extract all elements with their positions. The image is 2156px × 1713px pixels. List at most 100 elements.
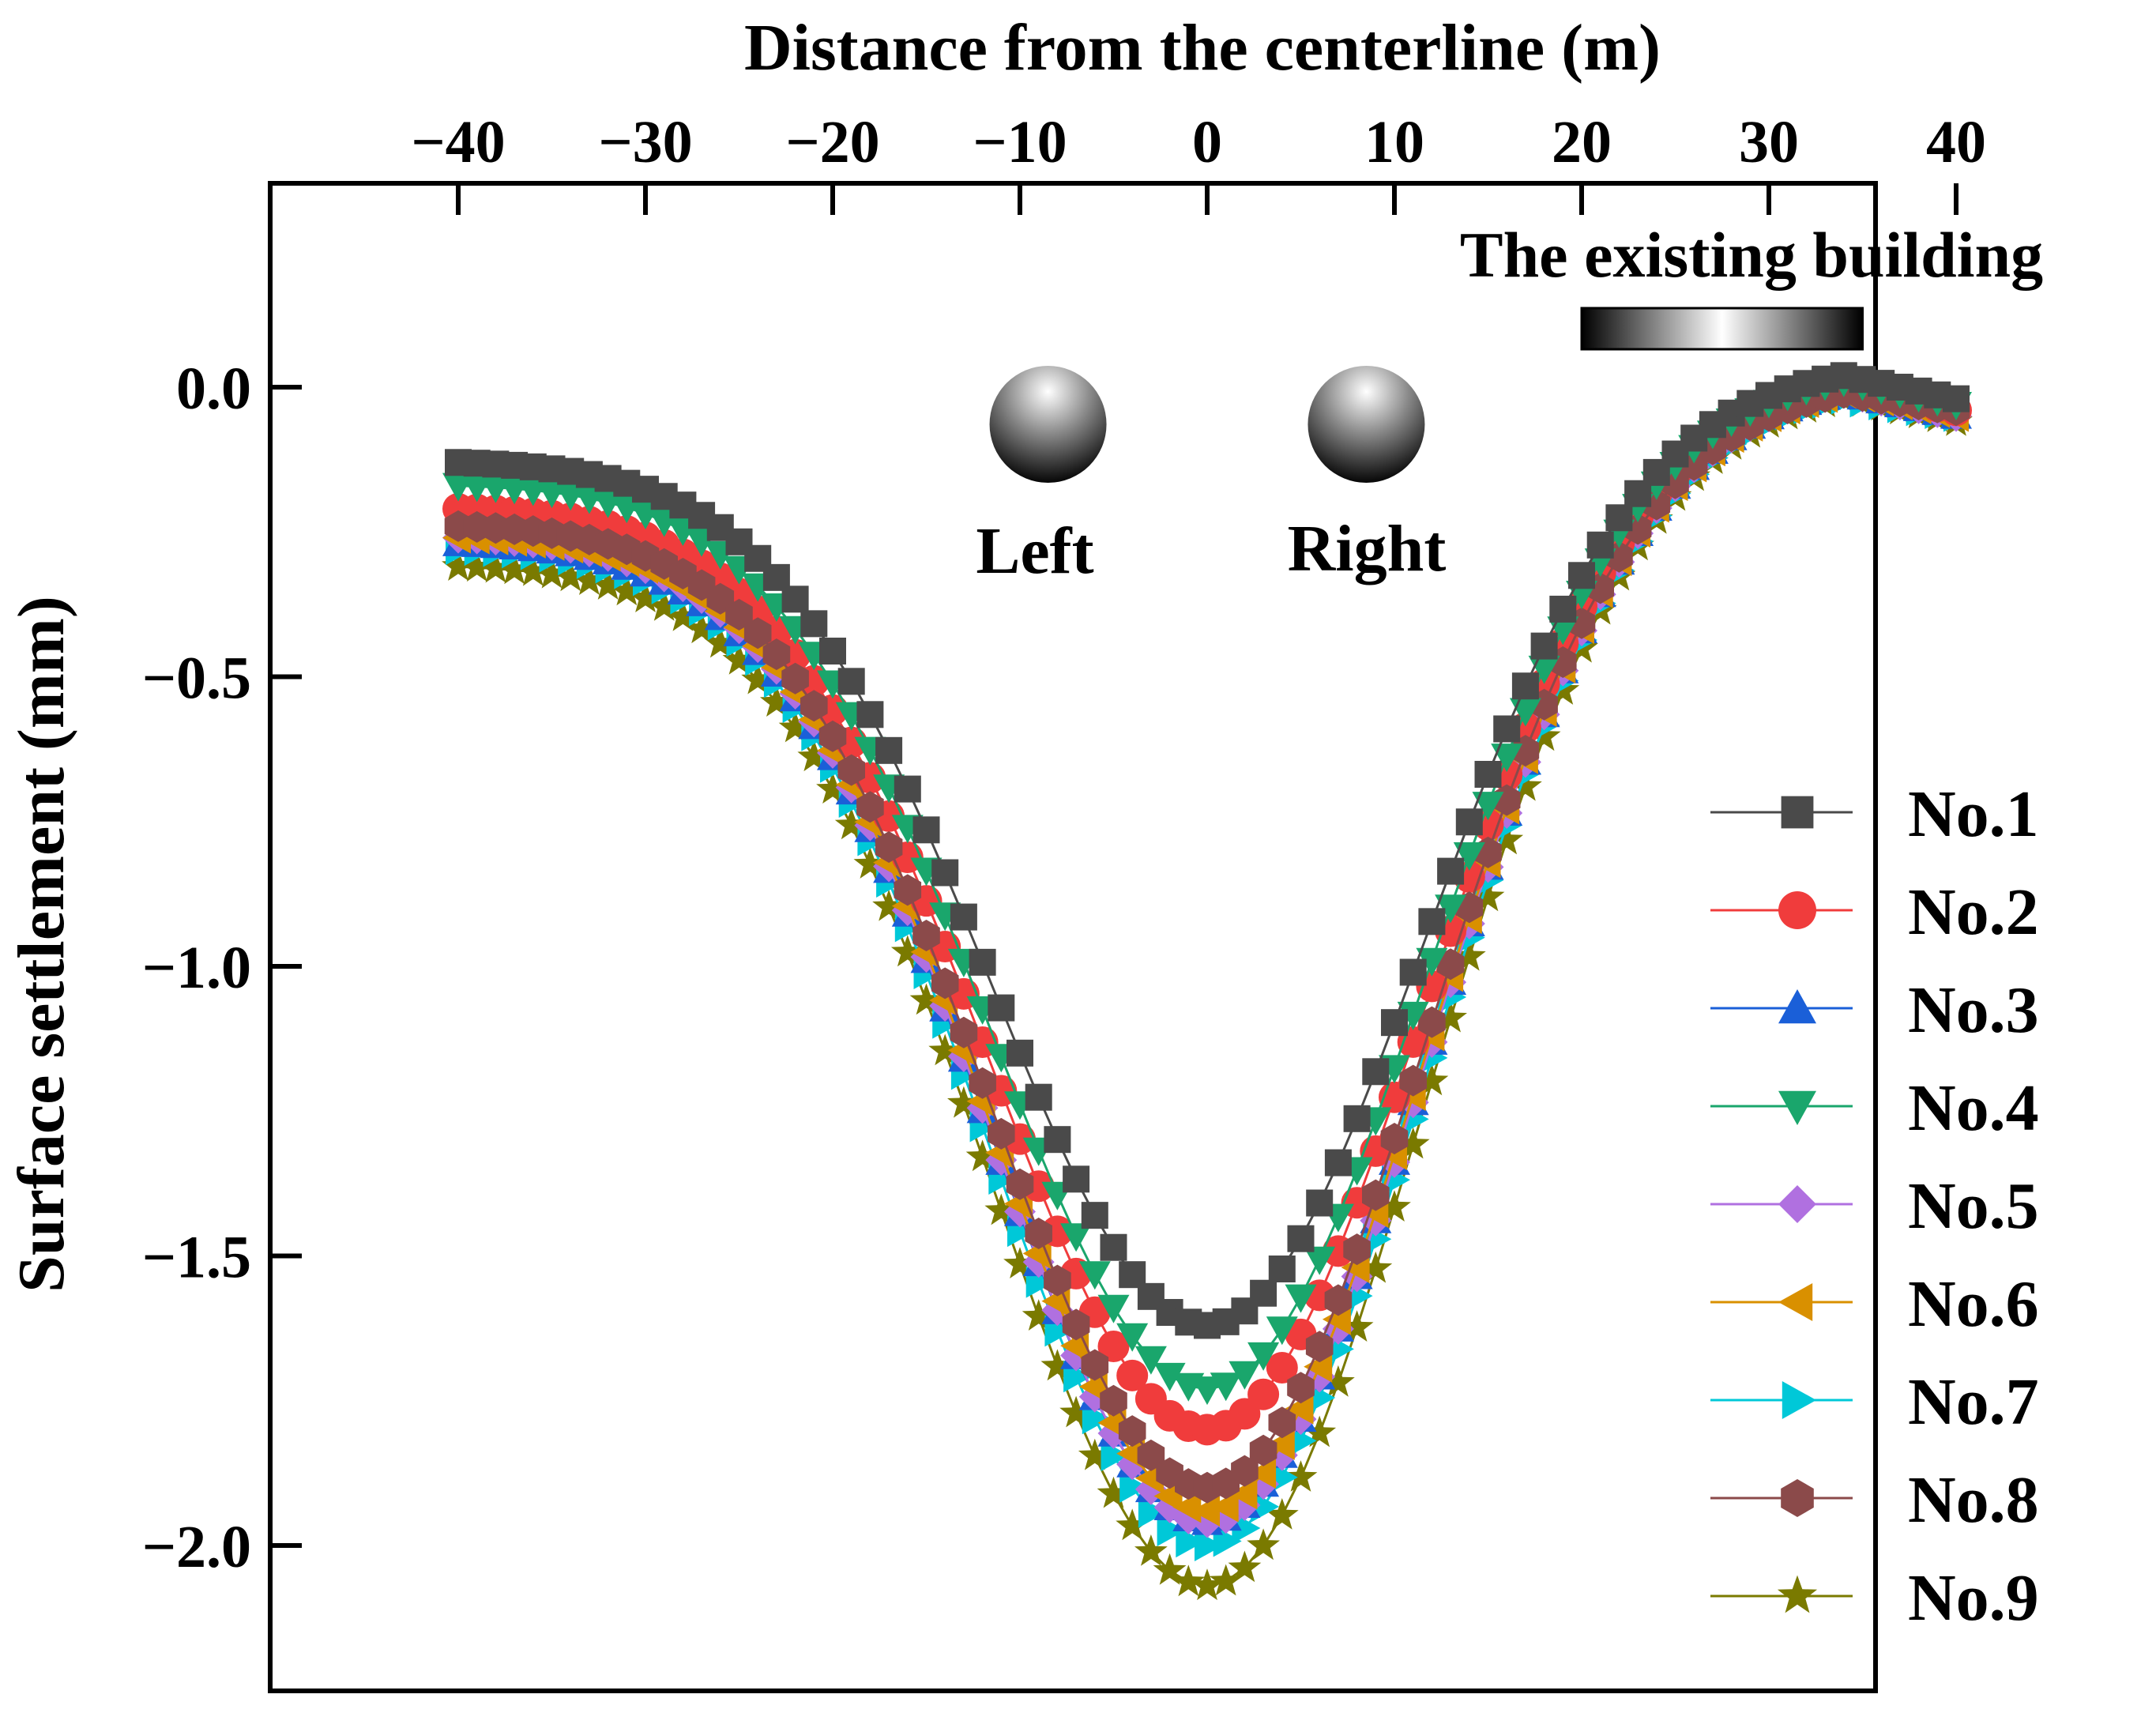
data-point bbox=[762, 638, 791, 671]
data-point bbox=[1134, 1346, 1167, 1375]
data-point bbox=[1530, 632, 1558, 660]
legend-marker bbox=[1778, 1283, 1813, 1321]
data-point bbox=[1509, 769, 1542, 801]
data-point bbox=[1247, 1378, 1280, 1410]
x-tick-label: −30 bbox=[598, 109, 692, 175]
data-point bbox=[1078, 1261, 1111, 1290]
data-point bbox=[816, 772, 849, 804]
legend: No.1 No.2 No.3 No.4 No.5 No.6 No.7 No.8 No.9 bbox=[1710, 777, 2039, 1635]
data-point bbox=[1025, 1218, 1052, 1249]
data-point bbox=[1568, 562, 1595, 589]
data-point bbox=[1134, 1534, 1168, 1566]
data-point bbox=[1044, 1264, 1071, 1297]
data-point bbox=[1436, 948, 1465, 981]
data-point bbox=[1493, 715, 1521, 743]
tunnel-right-label: Right bbox=[1288, 512, 1447, 585]
data-point bbox=[781, 662, 809, 695]
data-point bbox=[894, 775, 921, 803]
data-point bbox=[800, 610, 828, 638]
data-point bbox=[1044, 1126, 1071, 1154]
data-point bbox=[1195, 1530, 1223, 1561]
data-point bbox=[1586, 531, 1614, 559]
data-point bbox=[1285, 1392, 1314, 1425]
data-point bbox=[1022, 1299, 1055, 1331]
data-point bbox=[703, 626, 737, 658]
data-point bbox=[1340, 1310, 1374, 1342]
data-point bbox=[1288, 1425, 1317, 1457]
data-point bbox=[1060, 1223, 1093, 1252]
data-point bbox=[1059, 1395, 1093, 1428]
data-point bbox=[554, 559, 588, 592]
data-point bbox=[1362, 1179, 1390, 1211]
data-point bbox=[797, 740, 831, 772]
data-point bbox=[819, 637, 846, 664]
data-point bbox=[1176, 1526, 1205, 1558]
data-point bbox=[1172, 1491, 1202, 1523]
tunnel-left-circle bbox=[989, 366, 1107, 483]
y-tick-label: −1.5 bbox=[142, 1225, 251, 1291]
data-point bbox=[1138, 1496, 1167, 1528]
data-point bbox=[1397, 1001, 1429, 1030]
data-point bbox=[1418, 908, 1446, 936]
data-point bbox=[1101, 1440, 1130, 1472]
y-axis-title: Surface settlement (mm) bbox=[5, 596, 78, 1293]
data-point bbox=[1343, 1233, 1371, 1266]
data-point bbox=[1210, 1490, 1239, 1523]
axis-ticks: −40 −30 −20 −10 0 10 20 30 40 0.0 −0.5 −1.0 −1.5 −2.0 bbox=[142, 109, 1986, 1580]
data-point bbox=[1097, 1476, 1131, 1508]
data-point bbox=[1284, 1460, 1318, 1492]
data-point bbox=[1378, 1190, 1411, 1222]
legend-item: No.6 bbox=[1710, 1267, 2039, 1341]
data-point bbox=[1343, 1105, 1371, 1132]
data-point bbox=[894, 874, 922, 906]
data-point bbox=[1157, 1515, 1186, 1547]
data-point bbox=[1455, 808, 1483, 836]
data-point bbox=[1266, 1316, 1298, 1346]
y-tick-label: 0.0 bbox=[176, 356, 251, 422]
data-point bbox=[1247, 1457, 1277, 1489]
data-point bbox=[479, 551, 513, 583]
data-point bbox=[947, 1086, 980, 1118]
data-point bbox=[872, 889, 905, 921]
data-point bbox=[928, 1033, 962, 1066]
data-point bbox=[725, 598, 753, 631]
data-point bbox=[800, 690, 828, 722]
data-point bbox=[1527, 719, 1561, 751]
series-no2 bbox=[442, 371, 1972, 1446]
data-point bbox=[1418, 1006, 1446, 1038]
data-point bbox=[778, 710, 812, 743]
data-point bbox=[1078, 1438, 1112, 1470]
data-point bbox=[1605, 504, 1633, 532]
data-point bbox=[1471, 879, 1505, 912]
data-point bbox=[890, 935, 924, 967]
data-point bbox=[629, 581, 662, 612]
x-tick-label: −10 bbox=[973, 109, 1067, 175]
data-point bbox=[1137, 1439, 1165, 1471]
y-tick-label: −0.5 bbox=[142, 646, 251, 712]
data-point bbox=[1191, 1495, 1220, 1527]
data-point bbox=[834, 808, 868, 840]
data-point bbox=[1399, 1064, 1427, 1097]
data-point bbox=[875, 831, 903, 863]
data-point bbox=[1249, 1434, 1277, 1466]
x-tick-label: 30 bbox=[1739, 109, 1799, 175]
data-point bbox=[1116, 1508, 1149, 1541]
data-point bbox=[666, 599, 700, 631]
data-point bbox=[1119, 1470, 1149, 1503]
data-point bbox=[781, 585, 809, 613]
data-point bbox=[912, 920, 940, 951]
data-point bbox=[1229, 1478, 1258, 1510]
legend-marker bbox=[1782, 1381, 1816, 1419]
legend-label: No.4 bbox=[1908, 1071, 2039, 1145]
y-tick-label: −2.0 bbox=[142, 1514, 251, 1580]
data-point bbox=[950, 903, 977, 931]
data-point bbox=[1437, 857, 1465, 885]
data-point bbox=[722, 642, 756, 675]
legend-label: No.9 bbox=[1908, 1561, 2039, 1635]
data-point bbox=[1511, 672, 1539, 700]
data-point bbox=[743, 617, 772, 649]
data-point bbox=[1434, 1000, 1467, 1033]
data-point bbox=[1266, 1351, 1298, 1384]
legend-marker bbox=[1778, 1090, 1816, 1125]
